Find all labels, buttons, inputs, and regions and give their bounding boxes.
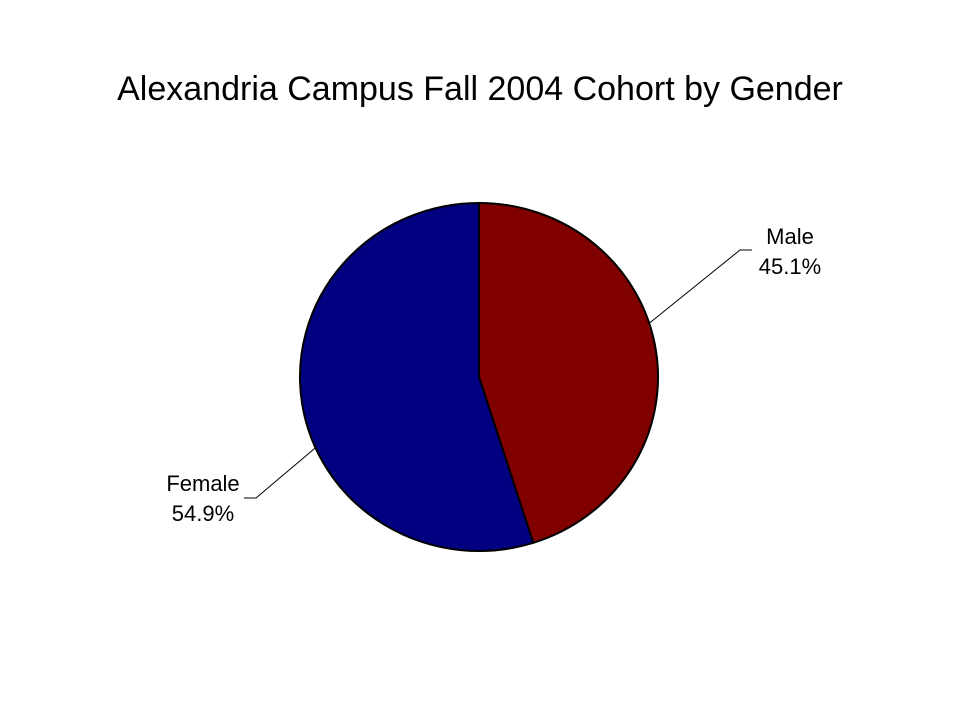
pie-slices bbox=[299, 201, 659, 552]
slice-label-female: Female bbox=[166, 471, 239, 496]
leader-lines bbox=[244, 249, 752, 499]
slice-value-female: 54.9% bbox=[172, 501, 234, 526]
chart-title: Alexandria Campus Fall 2004 Cohort by Ge… bbox=[117, 70, 843, 108]
pie-slice-female bbox=[299, 201, 535, 552]
leader-line-male bbox=[648, 249, 752, 324]
slice-label-male: Male bbox=[766, 224, 814, 249]
pie-slice-male bbox=[478, 201, 659, 545]
slice-labels: Male 45.1% Female 54.9% bbox=[166, 224, 821, 526]
slice-value-male: 45.1% bbox=[759, 254, 821, 279]
leader-line-female bbox=[244, 447, 316, 499]
